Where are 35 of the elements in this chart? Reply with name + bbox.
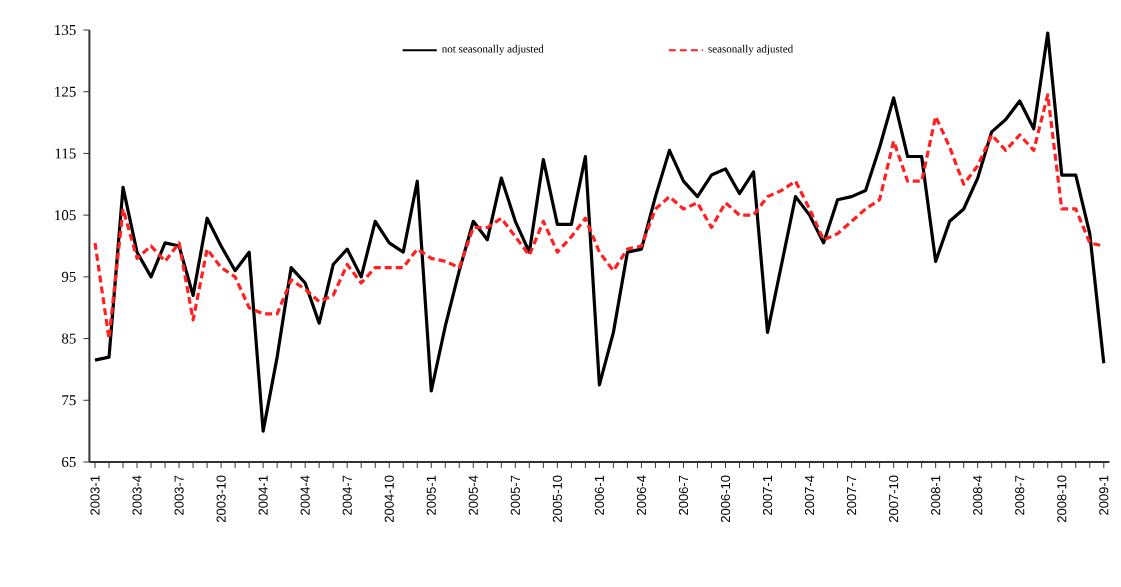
x-tick-label: 2004-10 bbox=[384, 475, 394, 523]
x-tick-label: 2004-7 bbox=[342, 475, 352, 515]
x-tick-label: 2008-1 bbox=[931, 475, 941, 515]
legend-label: not seasonally adjusted bbox=[442, 44, 544, 55]
x-tick-label: 2007-1 bbox=[762, 475, 773, 515]
legend-label: seasonally adjusted bbox=[708, 44, 794, 55]
x-tick-label: 2007-4 bbox=[804, 475, 815, 515]
y-tick-label: 105 bbox=[55, 210, 76, 221]
x-tick-label: 2006-7 bbox=[678, 475, 689, 515]
x-tick-label: 2003-1 bbox=[90, 475, 100, 515]
y-tick-label: 135 bbox=[55, 24, 76, 36]
x-tick-label: 2003-7 bbox=[174, 475, 184, 515]
x-tick-label: 2003-4 bbox=[132, 475, 142, 515]
x-tick-label: 2008-4 bbox=[973, 475, 983, 515]
y-tick-label: 85 bbox=[61, 333, 76, 344]
x-tick-label: 2007-10 bbox=[889, 475, 899, 523]
x-tick-label: 2005-4 bbox=[468, 475, 478, 515]
y-tick-label: 115 bbox=[55, 148, 76, 159]
x-tick-label: 2003-10 bbox=[216, 475, 226, 523]
x-tick-label: 2005-10 bbox=[552, 475, 562, 523]
x-tick-label: 2004-4 bbox=[300, 475, 310, 515]
x-tick-label: 2006-4 bbox=[636, 475, 647, 515]
x-tick-label: 2009-1 bbox=[1099, 475, 1109, 515]
x-tick-label: 2005-7 bbox=[510, 475, 520, 515]
x-tick-label: 2007-7 bbox=[847, 475, 857, 515]
x-tick-label: 2006-10 bbox=[720, 475, 731, 523]
y-tick-label: 95 bbox=[61, 271, 76, 282]
x-tick-label: 2008-7 bbox=[1015, 475, 1025, 515]
y-tick-label: 125 bbox=[55, 86, 76, 97]
x-tick-label: 2005-1 bbox=[426, 475, 436, 515]
x-tick-label: 2006-1 bbox=[594, 475, 604, 515]
x-tick-label: 2004-1 bbox=[258, 475, 268, 515]
x-tick-label: 2008-10 bbox=[1057, 475, 1067, 523]
y-tick-label: 75 bbox=[62, 395, 76, 406]
y-tick-label: 65 bbox=[61, 456, 76, 468]
